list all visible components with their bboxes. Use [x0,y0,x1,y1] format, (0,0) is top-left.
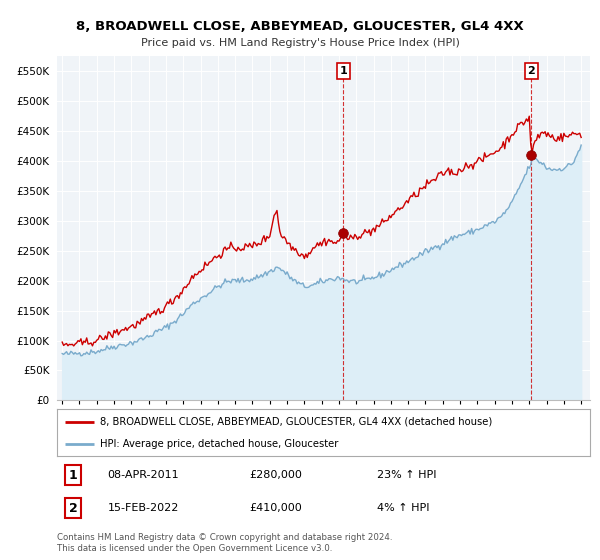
Text: Price paid vs. HM Land Registry's House Price Index (HPI): Price paid vs. HM Land Registry's House … [140,38,460,48]
Text: 08-APR-2011: 08-APR-2011 [107,470,179,480]
Text: 1: 1 [340,66,347,76]
Text: £410,000: £410,000 [249,503,302,513]
Text: 4% ↑ HPI: 4% ↑ HPI [377,503,429,513]
Text: 15-FEB-2022: 15-FEB-2022 [107,503,179,513]
Text: 1: 1 [68,469,77,482]
Text: 8, BROADWELL CLOSE, ABBEYMEAD, GLOUCESTER, GL4 4XX (detached house): 8, BROADWELL CLOSE, ABBEYMEAD, GLOUCESTE… [100,417,492,427]
Text: Contains HM Land Registry data © Crown copyright and database right 2024.
This d: Contains HM Land Registry data © Crown c… [57,533,392,553]
Text: £280,000: £280,000 [249,470,302,480]
Text: 2: 2 [527,66,535,76]
Text: 23% ↑ HPI: 23% ↑ HPI [377,470,436,480]
Text: HPI: Average price, detached house, Gloucester: HPI: Average price, detached house, Glou… [100,438,338,449]
Text: 8, BROADWELL CLOSE, ABBEYMEAD, GLOUCESTER, GL4 4XX: 8, BROADWELL CLOSE, ABBEYMEAD, GLOUCESTE… [76,20,524,32]
Text: 2: 2 [68,502,77,515]
